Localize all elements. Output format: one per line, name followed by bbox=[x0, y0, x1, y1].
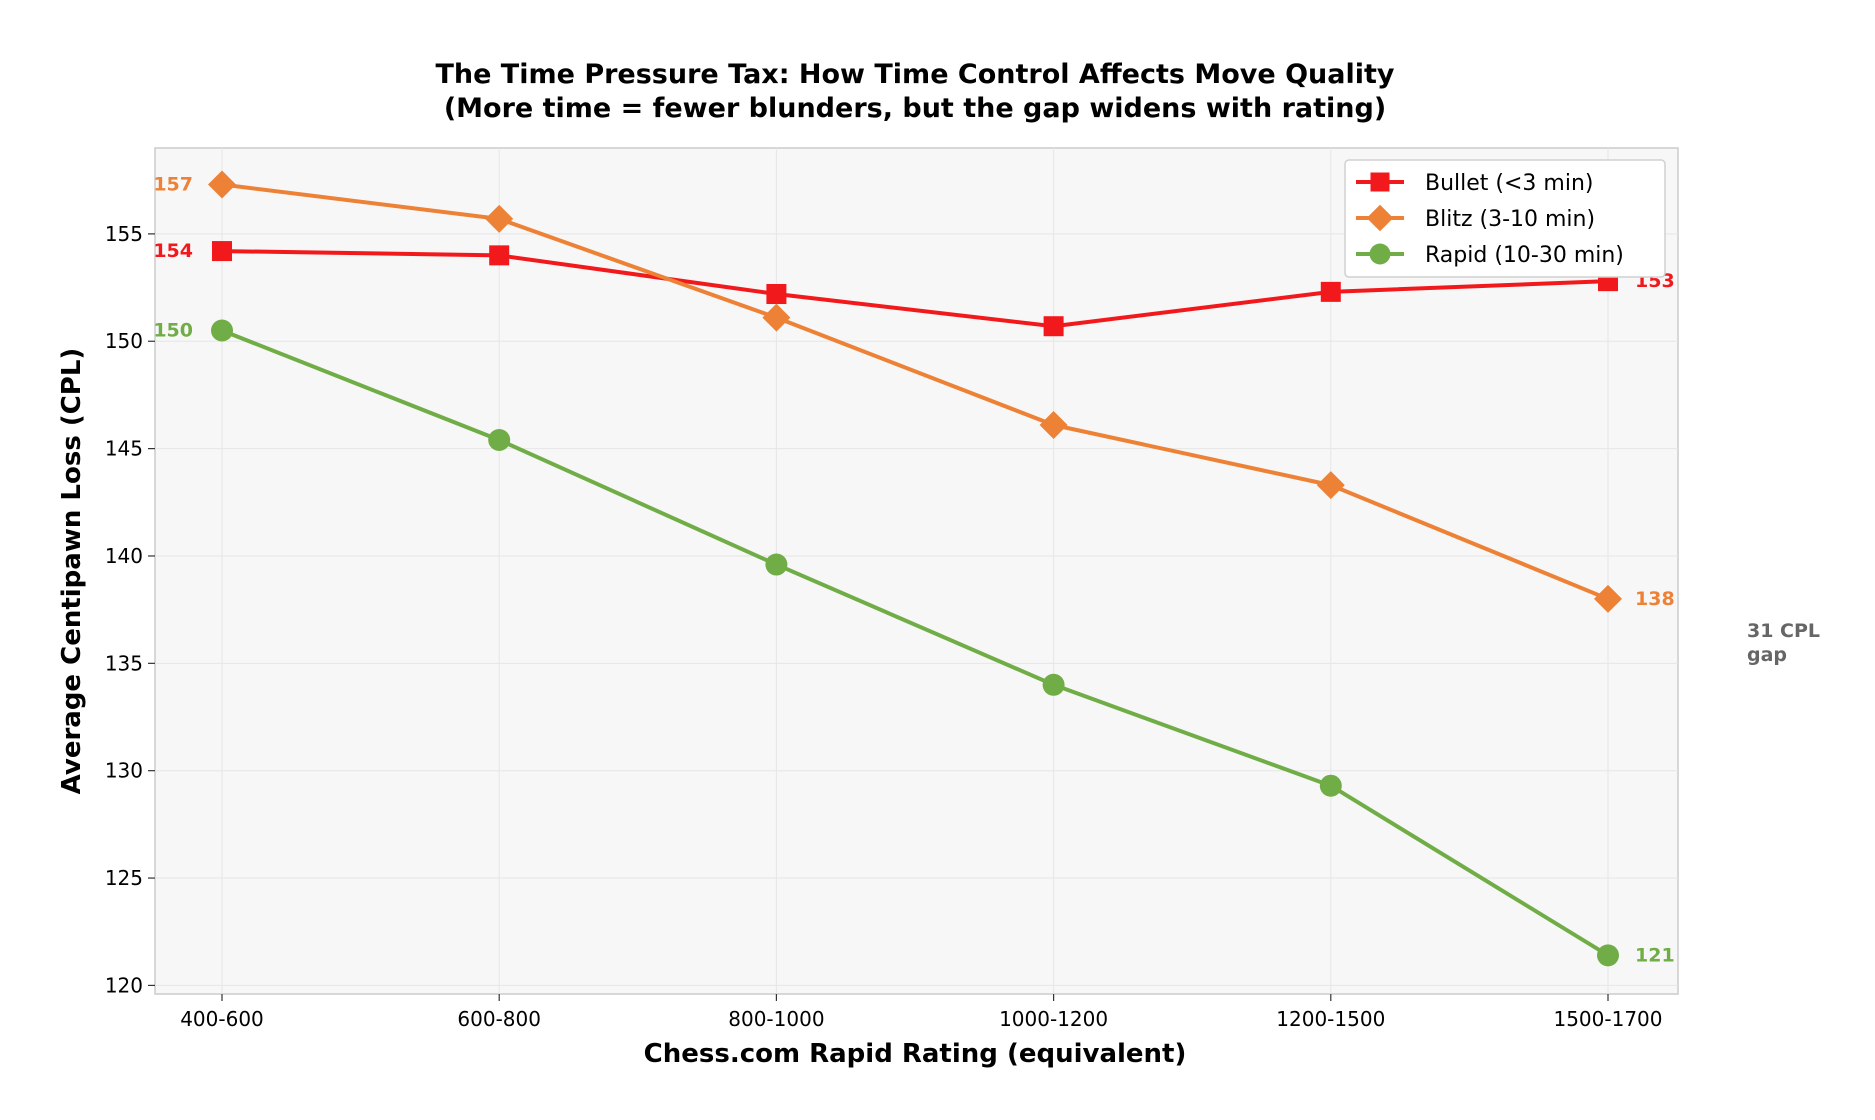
series-line-2 bbox=[221, 328, 1610, 958]
x-tick-label: 800-1000 bbox=[728, 1007, 824, 1031]
x-tick-label: 1500-1700 bbox=[1553, 1007, 1662, 1031]
chart-title: The Time Pressure Tax: How Time Control … bbox=[435, 59, 1394, 90]
x-tick-label: 600-800 bbox=[457, 1007, 541, 1031]
data-point-circle bbox=[211, 319, 233, 342]
data-point-circle bbox=[1597, 944, 1619, 967]
legend-label: Rapid (10-30 min) bbox=[1425, 243, 1624, 268]
legend-marker-circle bbox=[1369, 243, 1391, 265]
legend-box bbox=[1344, 159, 1666, 278]
x-tick-label: 1000-1200 bbox=[999, 1007, 1108, 1031]
y-tick-label: 155 bbox=[105, 222, 143, 246]
data-label: 121 bbox=[1635, 944, 1675, 966]
chart-subtitle: (More time = fewer blunders, but the gap… bbox=[444, 93, 1386, 124]
y-axis-label: Average Centipawn Loss (CPL) bbox=[57, 348, 87, 795]
data-point-circle bbox=[1042, 673, 1065, 696]
data-point-square bbox=[489, 245, 510, 266]
x-tick-label: 1200-1500 bbox=[1276, 1007, 1385, 1031]
series-line-1 bbox=[221, 182, 1609, 601]
legend-label: Blitz (3-10 min) bbox=[1425, 207, 1595, 232]
y-tick-label: 135 bbox=[105, 651, 143, 675]
y-axis: 120 125 130 135 140 145 150 155 bbox=[105, 222, 155, 997]
legend-marker-square bbox=[1370, 172, 1390, 192]
y-tick-label: 125 bbox=[105, 866, 143, 890]
data-label: 138 bbox=[1635, 588, 1675, 610]
x-tick-label: 400-600 bbox=[180, 1007, 264, 1031]
data-point-diamond bbox=[485, 204, 514, 233]
legend-label: Bullet (<3 min) bbox=[1425, 171, 1594, 196]
data-point-circle bbox=[1319, 774, 1342, 797]
data-label: 157 bbox=[153, 174, 193, 196]
data-point-circle bbox=[765, 553, 788, 576]
data-point-square bbox=[1320, 281, 1341, 302]
data-point-square bbox=[212, 241, 232, 262]
series-line-0 bbox=[221, 249, 1609, 329]
data-point-diamond bbox=[762, 303, 791, 332]
series-lines bbox=[208, 170, 1622, 967]
y-tick-label: 150 bbox=[105, 329, 143, 353]
legend-marker-diamond bbox=[1366, 204, 1394, 232]
x-axis: 400-600 600-800 800-1000 1000-1200 1200-1500… bbox=[180, 994, 1663, 1031]
data-label: 154 bbox=[153, 240, 193, 262]
data-point-circle bbox=[488, 429, 511, 452]
y-tick-label: 120 bbox=[105, 973, 143, 997]
data-point-diamond bbox=[1594, 584, 1622, 613]
gap-annotation: 31 CPL gap bbox=[1747, 620, 1820, 666]
gap-annotation-line-2: gap bbox=[1747, 644, 1787, 666]
y-tick-label: 140 bbox=[105, 544, 143, 568]
data-point-square bbox=[1043, 316, 1064, 337]
data-point-square bbox=[766, 284, 787, 305]
legend: Bullet (<3 min) Blitz (3-10 min) Rapid (10… bbox=[1344, 159, 1666, 278]
data-label: 150 bbox=[153, 320, 193, 342]
data-point-diamond bbox=[208, 170, 236, 199]
x-axis-label: Chess.com Rapid Rating (equivalent) bbox=[644, 1039, 1187, 1069]
data-point-diamond bbox=[1039, 410, 1068, 439]
y-tick-label: 130 bbox=[105, 759, 143, 783]
y-tick-label: 145 bbox=[105, 437, 143, 461]
data-point-diamond bbox=[1316, 471, 1345, 500]
gap-annotation-line-1: 31 CPL bbox=[1747, 620, 1820, 642]
